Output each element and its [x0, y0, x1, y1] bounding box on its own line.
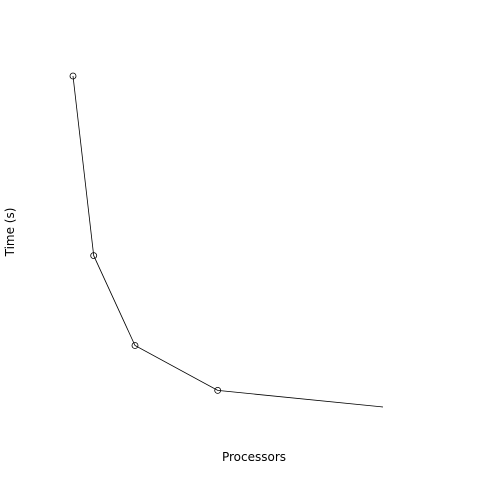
data-point [214, 386, 222, 394]
plot-area [69, 72, 384, 408]
series-line [72, 75, 384, 408]
data-point [90, 252, 98, 260]
data-point [69, 72, 77, 80]
y-axis-label: Time (s) [3, 208, 17, 258]
x-axis-label: Processors [222, 450, 286, 464]
data-point [131, 342, 139, 349]
